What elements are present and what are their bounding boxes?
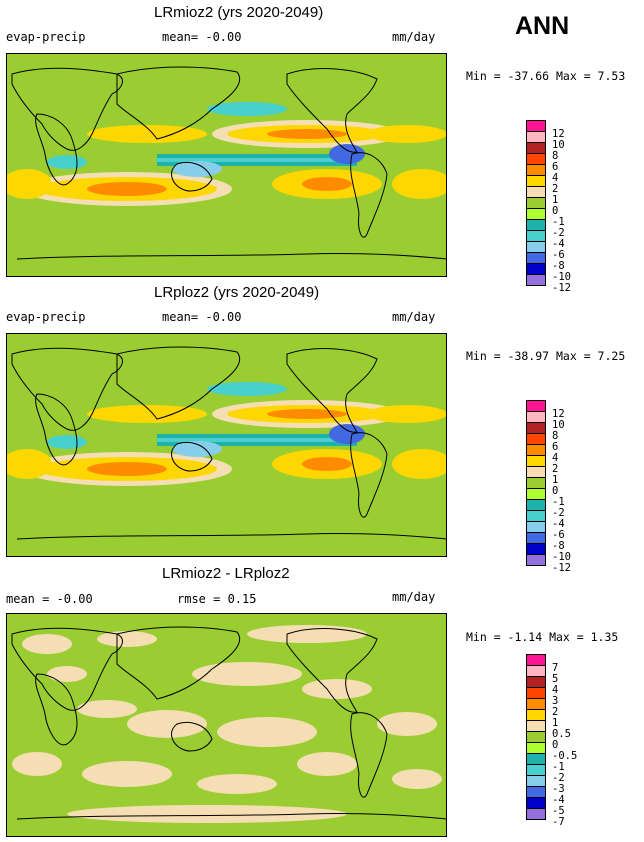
panel1-tick: 2 (552, 183, 559, 195)
panel1-tick: 6 (552, 161, 559, 173)
panel3-tick: 5 (552, 673, 559, 685)
panel3-tick: 2 (552, 706, 559, 718)
panel1-tick: 8 (552, 150, 559, 162)
panel1-tick: -6 (552, 249, 565, 261)
panel1-minmax: Min = -37.66 Max = 7.53 (466, 69, 626, 83)
panel3-tick: 0.5 (552, 728, 571, 740)
panel1-tick: 1 (552, 194, 559, 206)
panel3-tick: -0.5 (552, 750, 578, 762)
panel2-minmax: Min = -38.97 Max = 7.25 (466, 349, 626, 363)
panel3-tick: -1 (552, 761, 565, 773)
panel1-tick: 10 (552, 139, 565, 151)
panel1-tick: -1 (552, 216, 565, 228)
panel2-tick: -4 (552, 518, 565, 530)
panel2-colorbar (526, 400, 546, 566)
panel1-map-svg (7, 54, 446, 276)
panel2-map-svg (7, 334, 446, 556)
panel1-tick: -12 (552, 282, 571, 294)
panel2-tick: 1 (552, 474, 559, 486)
panel3-rmse-label: rmse = 0.15 (177, 592, 257, 606)
panel1-map (6, 53, 447, 277)
panel1-swatch (526, 274, 546, 286)
panel3-tick: -4 (552, 794, 565, 806)
panel2-tick: 6 (552, 441, 559, 453)
panel1-tick: 12 (552, 128, 565, 140)
panel1-tick: 0 (552, 205, 559, 217)
panel1-unit-label: mm/day (392, 30, 436, 44)
panel1-tick: 4 (552, 172, 559, 184)
panel3-tick: 7 (552, 662, 559, 674)
panel2-map (6, 333, 447, 557)
panel2-field-label: evap-precip (6, 310, 86, 324)
panel3-tick: 4 (552, 684, 559, 696)
panel2-tick: -10 (552, 551, 571, 563)
panel2-tick: -12 (552, 562, 571, 574)
panel3-tick: 1 (552, 717, 559, 729)
panel1-mean-label: mean= -0.00 (162, 30, 242, 44)
panel2-tick: -2 (552, 507, 565, 519)
panel3-swatch (526, 808, 546, 820)
panel2-tick: 2 (552, 463, 559, 475)
panel2-mean-label: mean= -0.00 (162, 310, 242, 324)
panel3-tick: -5 (552, 805, 565, 817)
panel1-tick: -10 (552, 271, 571, 283)
panel1-field-label: evap-precip (6, 30, 86, 44)
panel2-tick: -6 (552, 529, 565, 541)
panel2-unit-label: mm/day (392, 310, 436, 324)
panel1-title: LRmioz2 (yrs 2020-2049) (154, 4, 324, 21)
panel2-tick: 12 (552, 408, 565, 420)
panel2-tick: 4 (552, 452, 559, 464)
panel3-mean-label: mean = -0.00 (6, 592, 93, 606)
panel3-map-svg (7, 614, 446, 836)
panel2-tick: 10 (552, 419, 565, 431)
panel2-tick: 0 (552, 485, 559, 497)
panel3-tick: -2 (552, 772, 565, 784)
panel3-minmax: Min = -1.14 Max = 1.35 (466, 630, 619, 644)
panel1-tick: -2 (552, 227, 565, 239)
panel1-colorbar (526, 120, 546, 286)
panel3-tick: -7 (552, 816, 565, 828)
panel3-tick: -3 (552, 783, 565, 795)
season-label: ANN (515, 12, 570, 40)
panel3-map (6, 613, 447, 837)
panel2-tick: -8 (552, 540, 565, 552)
panel2-swatch (526, 554, 546, 566)
panel3-title: LRmioz2 - LRploz2 (162, 565, 290, 582)
panel1-tick: -4 (552, 238, 565, 250)
panel3-unit-label: mm/day (392, 590, 436, 604)
panel3-colorbar (526, 654, 546, 820)
panel3-tick: 3 (552, 695, 559, 707)
panel2-tick: 8 (552, 430, 559, 442)
panel2-tick: -1 (552, 496, 565, 508)
panel1-tick: -8 (552, 260, 565, 272)
panel2-title: LRploz2 (yrs 2020-2049) (154, 284, 320, 301)
panel3-tick: 0 (552, 739, 559, 751)
